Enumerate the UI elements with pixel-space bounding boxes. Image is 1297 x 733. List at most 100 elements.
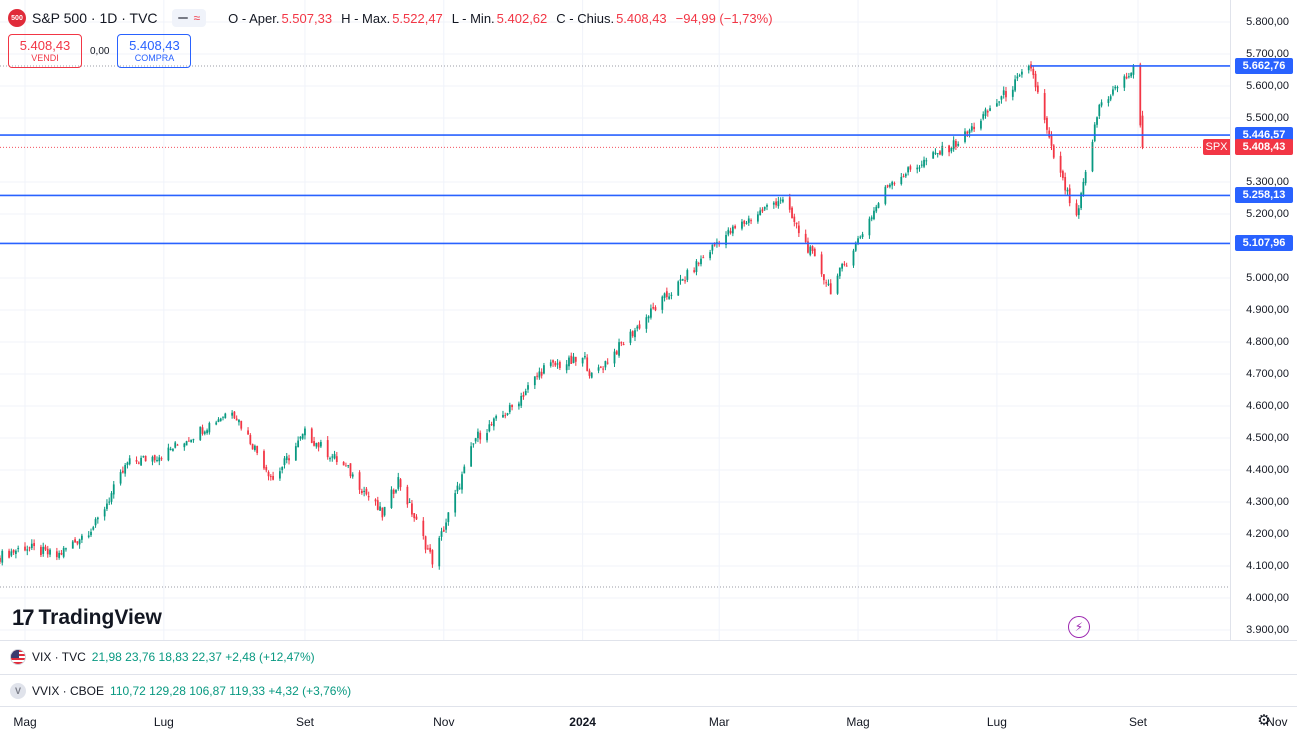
candle-body bbox=[217, 419, 220, 423]
candle-body bbox=[1109, 96, 1112, 100]
candle-body bbox=[1066, 189, 1069, 192]
settings-gear-icon[interactable]: ⚙ bbox=[1257, 712, 1271, 729]
chart-area[interactable] bbox=[0, 0, 1230, 640]
candle-body bbox=[1059, 155, 1062, 173]
level-price-badge[interactable]: 5.446,57 bbox=[1235, 127, 1293, 144]
candle-body bbox=[750, 220, 752, 222]
level-price-badge[interactable]: 5.662,76 bbox=[1235, 57, 1293, 74]
lightning-bolt-icon[interactable]: ⚡ bbox=[1068, 616, 1090, 638]
us-flag-icon bbox=[10, 649, 26, 665]
candle-body bbox=[333, 454, 336, 459]
candle-body bbox=[891, 181, 894, 186]
candle-body bbox=[731, 226, 734, 234]
candle-body bbox=[1046, 117, 1048, 130]
candle-body bbox=[1064, 176, 1067, 191]
candle-body bbox=[661, 296, 664, 310]
candle-body bbox=[713, 244, 716, 246]
candle-body bbox=[1125, 76, 1128, 79]
candle-body bbox=[235, 418, 238, 421]
candle-body bbox=[1036, 85, 1039, 93]
candle-body bbox=[442, 529, 445, 532]
candle-body bbox=[108, 501, 111, 503]
vix-indicator-pane[interactable]: VIX · TVC 21,98 23,76 18,83 22,37 +2,48 … bbox=[0, 640, 1297, 674]
candle-body bbox=[854, 242, 857, 251]
candle-body bbox=[192, 439, 195, 441]
candle-body bbox=[807, 241, 809, 253]
header-pill-controls[interactable]: ≈ bbox=[171, 9, 207, 27]
candle-body bbox=[1048, 130, 1051, 138]
candle-body bbox=[700, 258, 702, 265]
candle-body bbox=[158, 457, 161, 462]
price-tick-label: 5.700,00 bbox=[1246, 48, 1289, 60]
candle-body bbox=[190, 439, 193, 443]
candle-body bbox=[886, 185, 889, 187]
candle-body bbox=[12, 549, 15, 553]
candle-body bbox=[920, 164, 923, 166]
buy-button[interactable]: 5.408,43 COMPRA bbox=[117, 34, 192, 68]
candle-body bbox=[602, 368, 605, 370]
candle-body bbox=[424, 536, 427, 550]
candle-body bbox=[797, 225, 800, 234]
candle-body bbox=[572, 356, 575, 363]
candle-body bbox=[973, 126, 976, 130]
candle-body bbox=[543, 365, 545, 374]
candle-body bbox=[620, 342, 623, 344]
candle-body bbox=[304, 428, 306, 436]
candle-body bbox=[631, 331, 634, 337]
candle-body bbox=[982, 114, 985, 119]
candle-body bbox=[568, 357, 570, 367]
candle-body bbox=[479, 432, 482, 440]
minimize-icon[interactable] bbox=[177, 17, 188, 19]
candle-body bbox=[950, 148, 953, 152]
candle-body bbox=[747, 218, 750, 223]
time-tick-label: Mar bbox=[708, 715, 730, 729]
time-axis[interactable]: ⚙ Mag Lug Set Nov 2024 Mar Mag Lug Set Nov bbox=[0, 706, 1297, 733]
candle-body bbox=[558, 362, 561, 368]
candle-body bbox=[936, 153, 939, 155]
candle-body bbox=[599, 366, 602, 368]
candle-body bbox=[939, 151, 941, 155]
symbol-title[interactable]: S&P 500 · 1D · TVC bbox=[32, 10, 158, 26]
level-price-badge[interactable]: 5.107,96 bbox=[1235, 235, 1293, 252]
candle-body bbox=[873, 210, 875, 220]
price-chart[interactable] bbox=[0, 0, 1230, 640]
tradingview-logo[interactable]: 17 TradingView bbox=[12, 605, 162, 631]
price-axis[interactable]: 5.800,00 5.700,00 5.600,00 5.500,00 5.300,00… bbox=[1230, 0, 1297, 640]
candle-body bbox=[668, 296, 671, 299]
candle-body bbox=[456, 485, 459, 492]
sell-button[interactable]: 5.408,43 VENDI bbox=[8, 34, 82, 68]
candle-body bbox=[693, 270, 696, 272]
candle-body bbox=[408, 501, 411, 503]
candle-body bbox=[606, 362, 609, 364]
candle-body bbox=[167, 447, 170, 461]
candle-body bbox=[904, 174, 907, 177]
vvix-indicator-pane[interactable]: V VVIX · CBOE 110,72 129,28 106,87 119,3… bbox=[0, 674, 1297, 706]
candle-body bbox=[486, 433, 488, 441]
vvix-values: 110,72 129,28 106,87 119,33 +4,32 (+3,76… bbox=[110, 684, 352, 698]
candle-body bbox=[392, 489, 395, 494]
level-price-badge[interactable]: 5.258,13 bbox=[1235, 187, 1293, 204]
candle-body bbox=[1000, 96, 1003, 100]
candle-body bbox=[964, 131, 966, 142]
candle-body bbox=[137, 462, 140, 464]
candle-body bbox=[1061, 171, 1064, 178]
price-tick-label: 4.900,00 bbox=[1246, 304, 1289, 316]
candle-body bbox=[522, 395, 525, 397]
candle-body bbox=[1093, 124, 1096, 142]
candle-body bbox=[347, 465, 350, 467]
candle-body bbox=[775, 201, 778, 206]
candle-body bbox=[458, 487, 461, 489]
candle-body bbox=[119, 472, 122, 484]
wave-icon[interactable]: ≈ bbox=[193, 11, 201, 25]
candle-body bbox=[253, 445, 256, 450]
candle-body bbox=[777, 201, 780, 207]
buy-label: COMPRA bbox=[134, 53, 175, 63]
candle-body bbox=[106, 503, 108, 509]
candle-body bbox=[1077, 208, 1080, 216]
candle-body bbox=[1127, 76, 1130, 78]
candle-body bbox=[463, 466, 466, 474]
candle-body bbox=[1141, 115, 1144, 148]
candle-body bbox=[552, 360, 554, 363]
candle-body bbox=[219, 418, 222, 421]
candle-body bbox=[795, 222, 798, 225]
